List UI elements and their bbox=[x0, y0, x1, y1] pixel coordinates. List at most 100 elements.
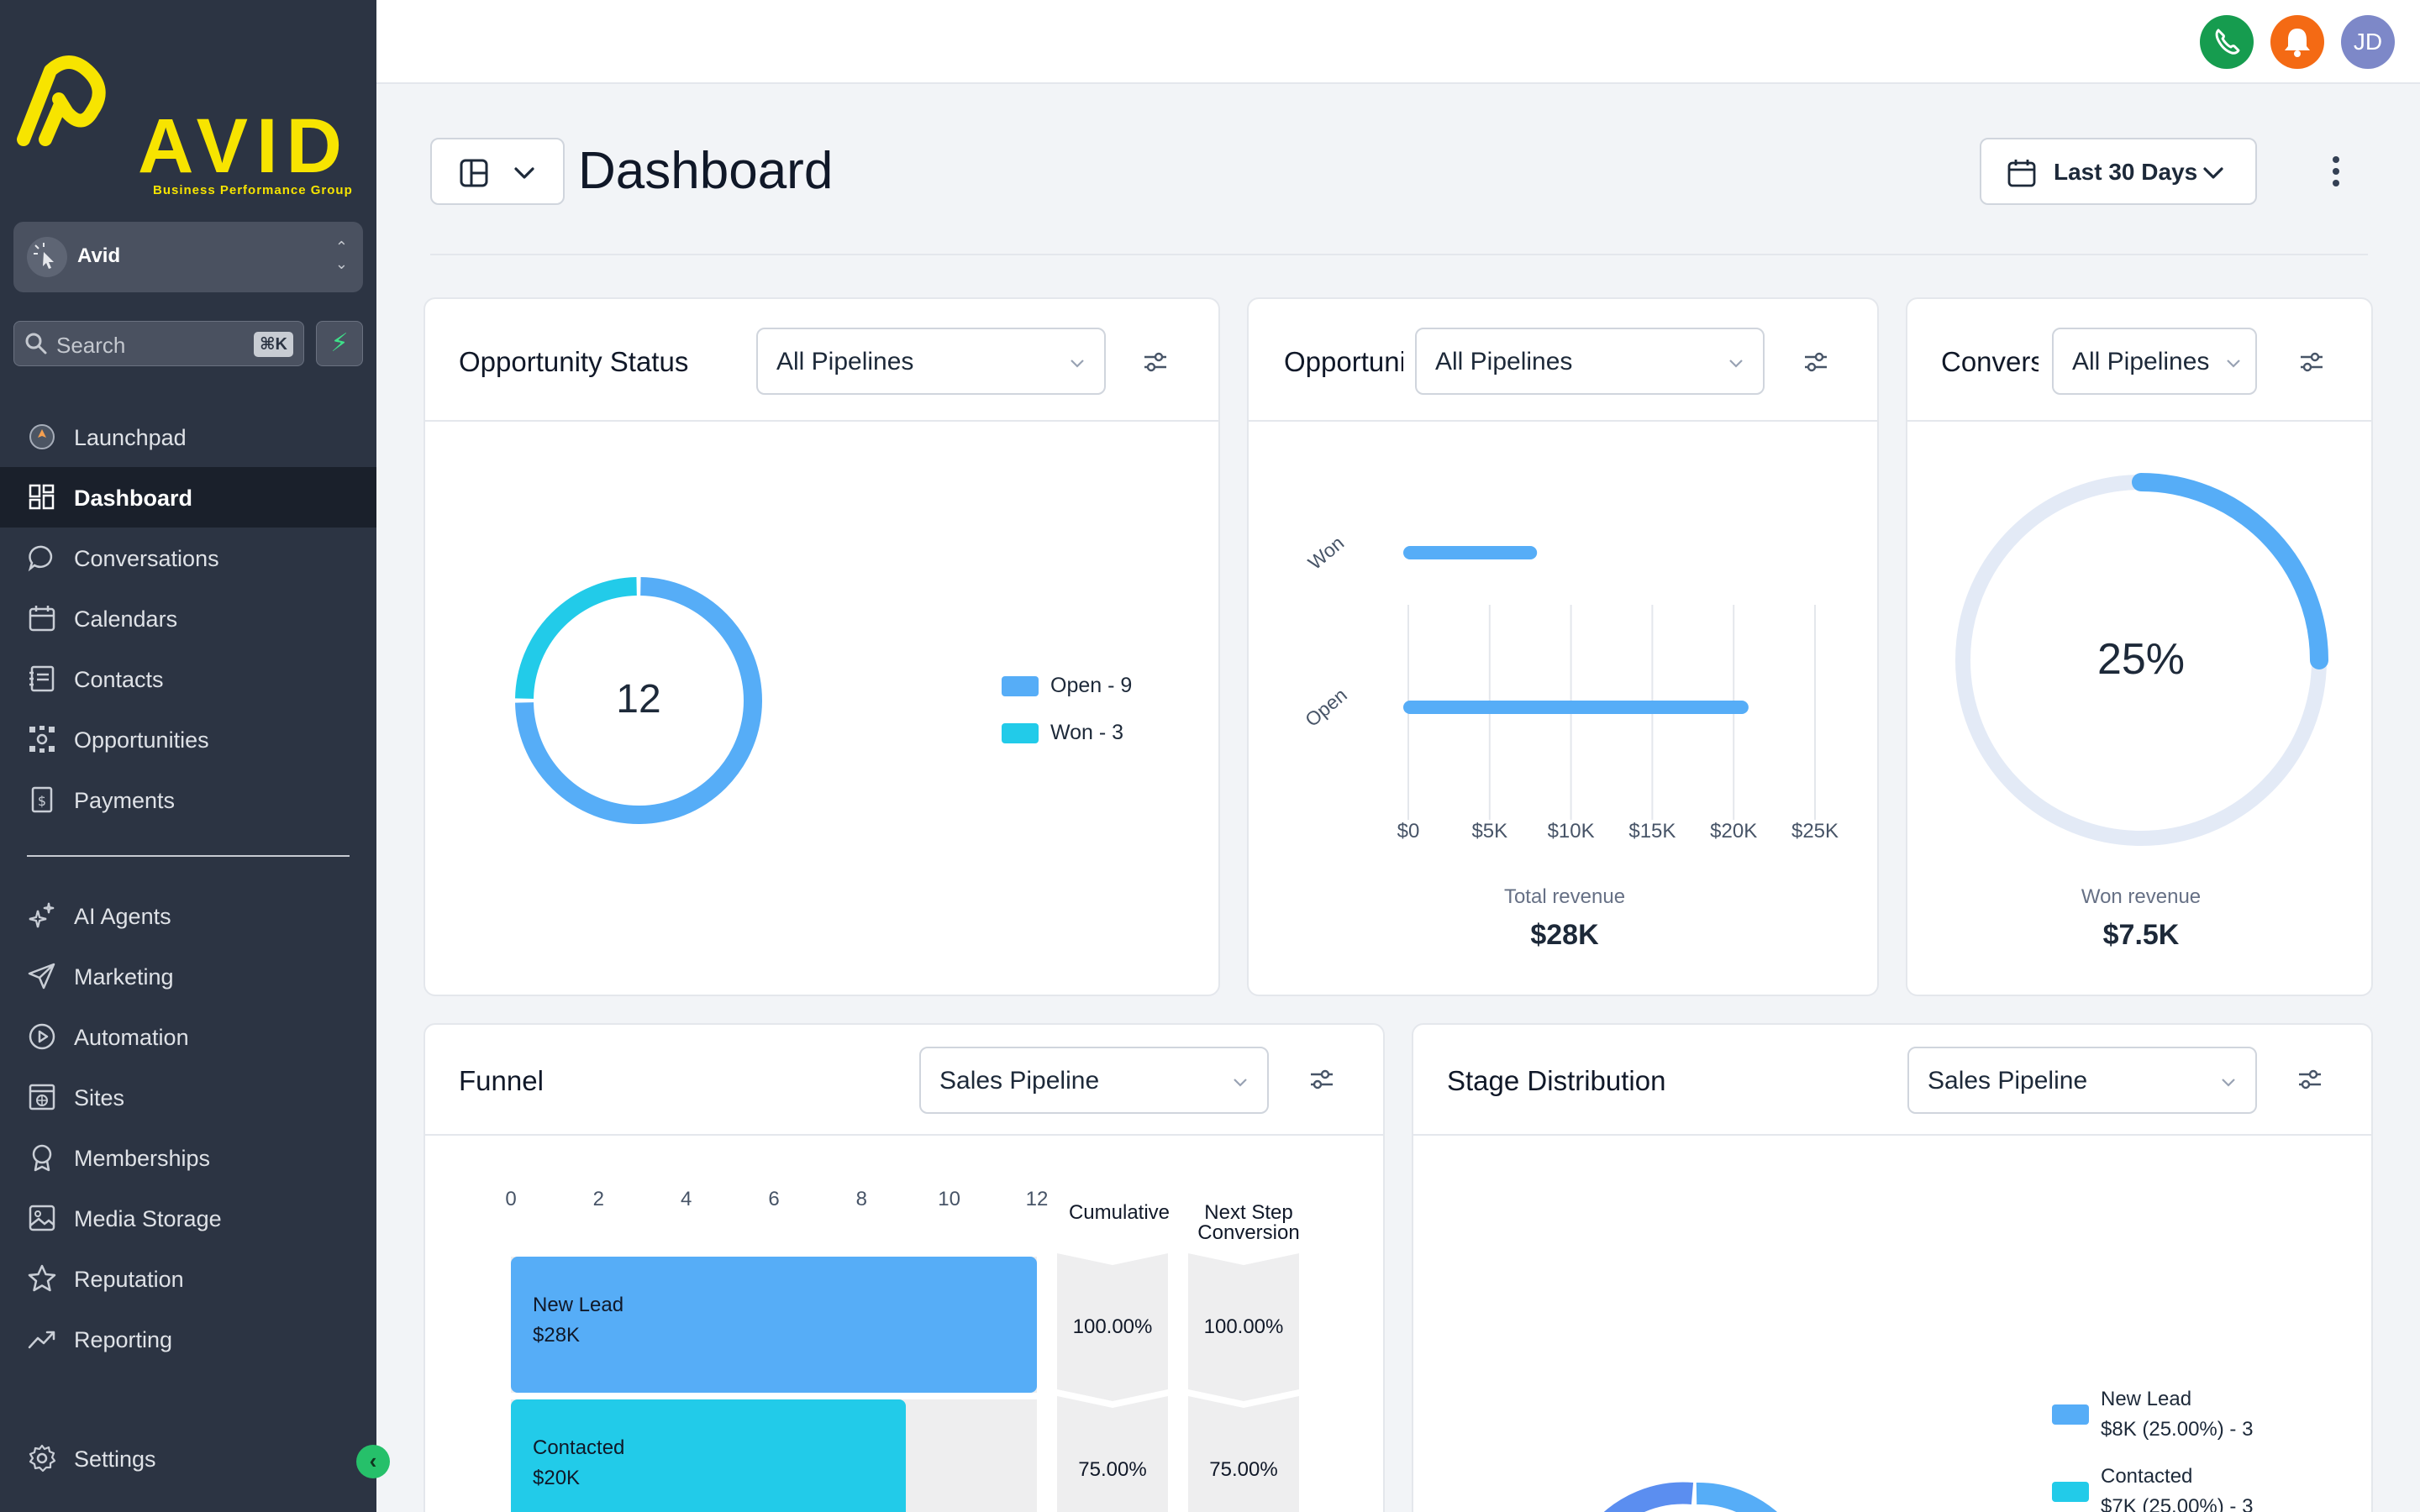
sidebar-item-label: Conversations bbox=[74, 546, 219, 571]
opportunity-status-donut: 12 bbox=[515, 577, 762, 824]
sidebar-item-dashboard[interactable]: Dashboard bbox=[0, 467, 376, 528]
brand-name: AVID bbox=[138, 103, 350, 189]
sidebar-item-calendars[interactable]: Calendars bbox=[0, 588, 376, 648]
card-title: Stage Distribution bbox=[1447, 1065, 1666, 1096]
card-title: Funnel bbox=[459, 1065, 544, 1096]
donut-segment-new-lead bbox=[1603, 1482, 1694, 1512]
card-title: Opportunity Value bbox=[1284, 346, 1403, 377]
sidebar-item-opportunities[interactable]: Opportunities bbox=[0, 709, 376, 769]
y-category-label: Open bbox=[1301, 684, 1351, 731]
sidebar-item-label: Calendars bbox=[74, 606, 178, 632]
sidebar-item-automation[interactable]: Automation bbox=[0, 1006, 376, 1067]
brand-tagline: Business Performance Group bbox=[153, 183, 353, 197]
column-header-cumulative: Cumulative bbox=[1068, 1201, 1171, 1224]
legend-label: Won - 3 bbox=[1050, 721, 1124, 744]
opportunities-icon bbox=[29, 726, 55, 753]
funnel-next-step-value: 75.00% bbox=[1209, 1458, 1278, 1481]
funnel-cumulative-value: 75.00% bbox=[1078, 1458, 1147, 1481]
chevron-up-down-icon: ⌃ ⌄ bbox=[334, 239, 348, 272]
filter-settings-icon[interactable] bbox=[2297, 348, 2326, 376]
funnel-next-step-cell: 100.00% bbox=[1188, 1253, 1299, 1401]
filter-settings-icon[interactable] bbox=[1307, 1065, 1336, 1094]
funnel-x-tick-label: 4 bbox=[680, 1188, 692, 1210]
stage-distribution-card: Stage Distribution Sales Pipeline New Le… bbox=[1412, 1023, 2373, 1512]
top-bar bbox=[376, 0, 2420, 84]
collapse-sidebar-chevron-left-icon[interactable]: ‹ bbox=[356, 1445, 390, 1478]
pipeline-select-value: Sales Pipeline bbox=[1928, 1067, 2088, 1095]
sidebar-item-label: Media Storage bbox=[74, 1206, 222, 1231]
opportunity-status-card: Opportunity Status All Pipelines 12 Open… bbox=[424, 297, 1220, 996]
send-icon bbox=[28, 963, 55, 990]
sidebar-item-reporting[interactable]: Reporting bbox=[0, 1309, 376, 1369]
opportunity-value-card: Opportunity Value All Pipelines WonOpen … bbox=[1247, 297, 1879, 996]
chevron-down-icon bbox=[2203, 167, 2223, 179]
rocket-icon bbox=[29, 424, 55, 449]
user-avatar[interactable]: JD bbox=[2341, 15, 2395, 69]
bell-icon[interactable] bbox=[2270, 15, 2324, 69]
column-header-next-step: Next Step Conversion bbox=[1197, 1201, 1300, 1244]
search-shortcut: ⌘K bbox=[254, 332, 293, 357]
sidebar-item-label: Automation bbox=[74, 1025, 189, 1050]
funnel-cumulative-cell: 75.00% bbox=[1057, 1396, 1168, 1512]
sidebar-item-label: Settings bbox=[74, 1446, 156, 1472]
filter-settings-icon[interactable] bbox=[1802, 348, 1830, 376]
search-input[interactable]: Search ⌘K bbox=[13, 321, 304, 366]
funnel-x-tick-label: 6 bbox=[768, 1188, 780, 1210]
legend-swatch bbox=[1002, 723, 1039, 744]
legend-swatch bbox=[2052, 1404, 2089, 1425]
funnel-x-tick-label: 0 bbox=[505, 1188, 517, 1210]
x-tick-label: $20K bbox=[1710, 820, 1758, 843]
star-icon bbox=[28, 1264, 56, 1292]
more-options-icon[interactable] bbox=[2316, 150, 2356, 193]
phone-icon[interactable] bbox=[2200, 15, 2254, 69]
chevron-down-icon bbox=[2222, 1079, 2235, 1087]
chat-icon bbox=[28, 545, 53, 572]
funnel-bar-new-lead[interactable]: New Lead $28K bbox=[511, 1257, 1037, 1393]
badge-icon bbox=[32, 1144, 52, 1172]
legend-item-open: Open - 9 bbox=[1002, 674, 1132, 698]
sidebar-item-payments[interactable]: $ Payments bbox=[0, 769, 376, 830]
won-revenue-value: $7.5K bbox=[2102, 919, 2180, 951]
trend-icon bbox=[28, 1331, 55, 1349]
filter-settings-icon[interactable] bbox=[1141, 348, 1170, 376]
sidebar-item-memberships[interactable]: Memberships bbox=[0, 1127, 376, 1188]
pipeline-select[interactable]: All Pipelines bbox=[756, 328, 1106, 395]
y-category-label: Won bbox=[1304, 532, 1349, 574]
funnel-next-step-value: 100.00% bbox=[1203, 1315, 1284, 1338]
quick-action-bolt-icon[interactable]: ⚡ bbox=[316, 321, 363, 366]
card-header: Opportunity Status All Pipelines bbox=[425, 299, 1218, 422]
sidebar-item-marketing[interactable]: Marketing bbox=[0, 946, 376, 1006]
donut-segment-won[interactable] bbox=[515, 577, 638, 700]
chevron-down-icon bbox=[1729, 360, 1743, 368]
search-icon bbox=[25, 333, 47, 354]
pipeline-select[interactable]: All Pipelines bbox=[1415, 328, 1765, 395]
funnel-stage-value: $20K bbox=[533, 1467, 581, 1489]
pipeline-select[interactable]: All Pipelines bbox=[2052, 328, 2257, 395]
date-range-label: Last 30 Days bbox=[2054, 159, 2198, 185]
account-switcher[interactable]: Avid ⌃ ⌄ bbox=[13, 222, 363, 292]
sidebar-item-conversations[interactable]: Conversations bbox=[0, 528, 376, 588]
sidebar-item-reputation[interactable]: Reputation bbox=[0, 1248, 376, 1309]
chevron-down-icon bbox=[1234, 1079, 1247, 1087]
brand-logo[interactable]: AVID Business Performance Group bbox=[15, 52, 361, 197]
donut-segment-open[interactable] bbox=[515, 577, 762, 824]
filter-settings-icon[interactable] bbox=[2296, 1065, 2324, 1094]
sidebar-item-sites[interactable]: Sites bbox=[0, 1067, 376, 1127]
sidebar-item-media-storage[interactable]: Media Storage bbox=[0, 1188, 376, 1248]
sidebar-item-ai-agents[interactable]: AI Agents bbox=[0, 885, 376, 946]
x-tick-label: $15K bbox=[1628, 820, 1676, 843]
funnel-bar-contacted[interactable]: Contacted $20K bbox=[511, 1399, 906, 1512]
date-range-picker[interactable]: Last 30 Days bbox=[1980, 138, 2257, 205]
layout-switcher-button[interactable] bbox=[430, 138, 565, 205]
pipeline-select[interactable]: Sales Pipeline bbox=[919, 1047, 1269, 1114]
sidebar-item-contacts[interactable]: Contacts bbox=[0, 648, 376, 709]
chevron-down-icon bbox=[1071, 360, 1084, 368]
sidebar-item-launchpad[interactable]: Launchpad bbox=[0, 407, 376, 467]
pipeline-select[interactable]: Sales Pipeline bbox=[1907, 1047, 2257, 1114]
sidebar-item-label: AI Agents bbox=[74, 904, 171, 929]
donut-center-value: 12 bbox=[616, 677, 660, 722]
legend-label: Open - 9 bbox=[1050, 674, 1133, 697]
funnel-x-tick-label: 12 bbox=[1025, 1188, 1049, 1210]
search-placeholder: Search bbox=[56, 333, 126, 358]
sidebar-item-settings[interactable]: Settings bbox=[0, 1428, 376, 1488]
